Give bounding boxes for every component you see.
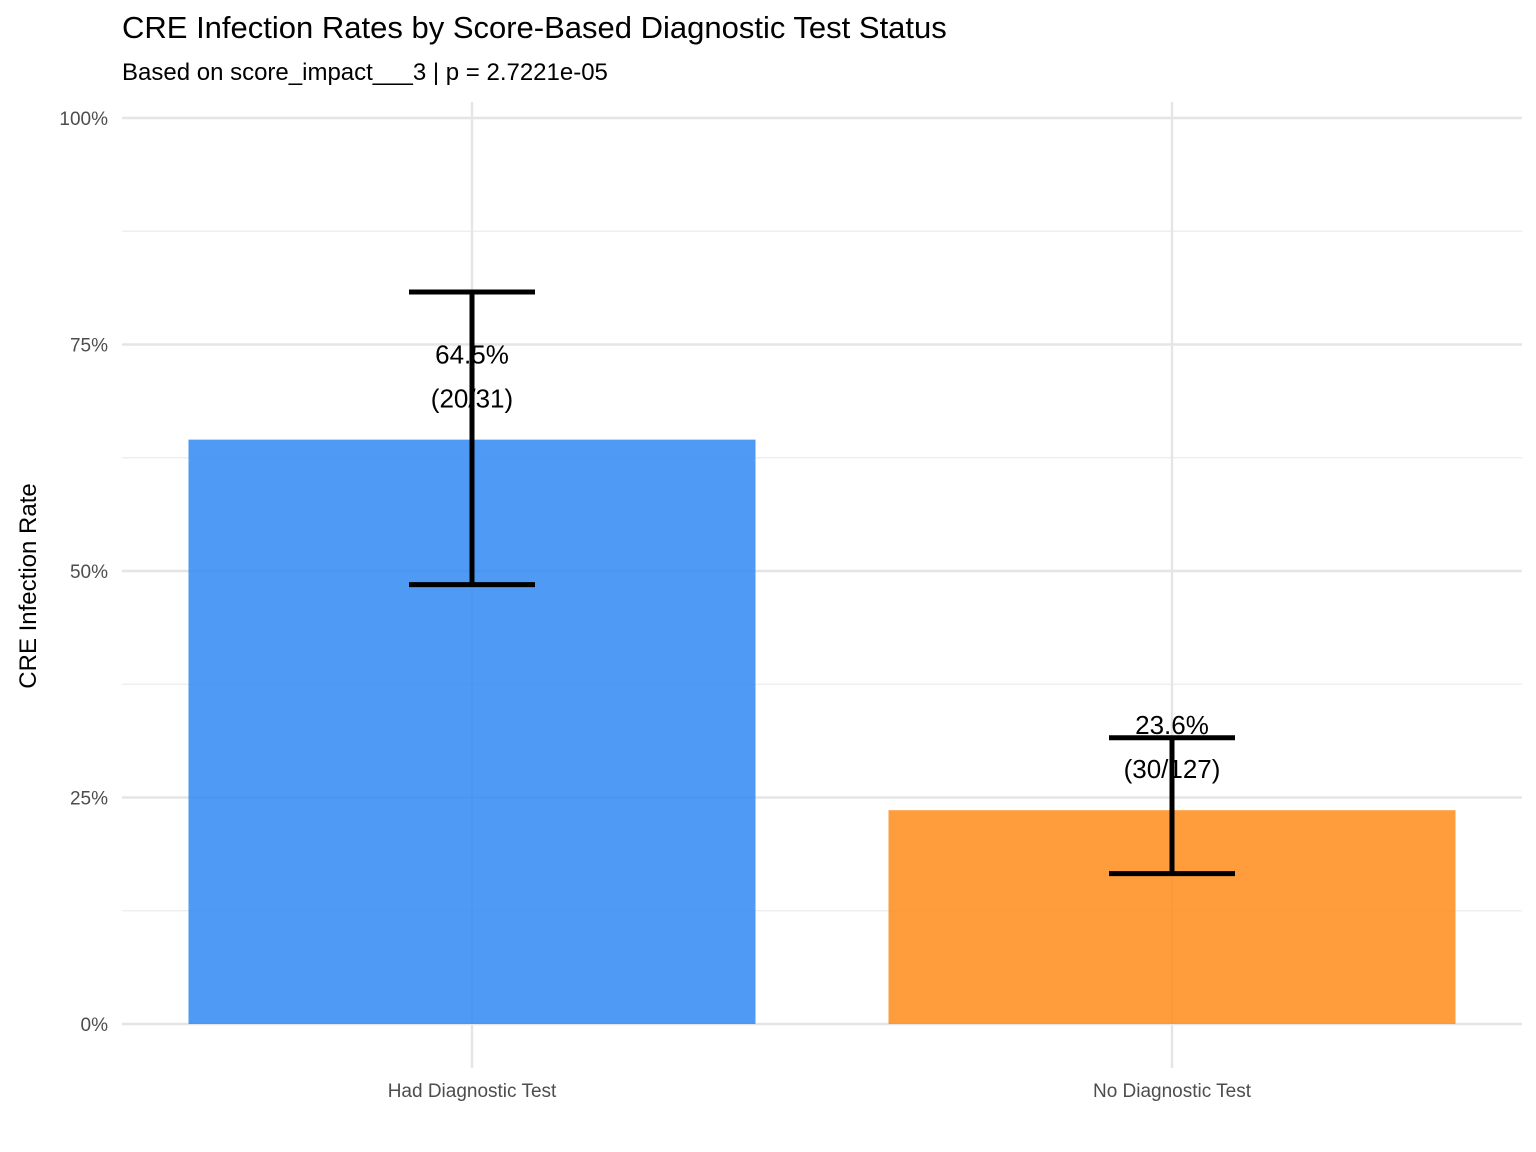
- x-tick-label: No Diagnostic Test: [1093, 1081, 1252, 1102]
- y-tick-label: 75%: [70, 336, 108, 357]
- y-tick-label: 25%: [70, 789, 108, 810]
- data-label-count: (30/127): [1124, 754, 1221, 784]
- data-labels: 64.5% (20/31) 23.6% (30/127): [431, 340, 1221, 785]
- data-label-percent: 64.5%: [435, 340, 509, 370]
- bars: [188, 439, 1456, 1024]
- chart-subtitle: Based on score_impact___3 | p = 2.7221e-…: [122, 59, 608, 86]
- data-label-count: (20/31): [431, 384, 513, 414]
- data-label-percent: 23.6%: [1135, 710, 1209, 740]
- y-tick-label: 100%: [59, 109, 108, 130]
- error-bars: [409, 289, 1235, 877]
- chart-title: CRE Infection Rates by Score-Based Diagn…: [122, 10, 947, 45]
- y-axis-title: CRE Infection Rate: [15, 483, 42, 688]
- axes: 0% 25% 50% 75% 100% Had Diagnostic Test No Dia…: [59, 109, 1251, 1102]
- y-tick-label: 50%: [70, 562, 108, 583]
- x-tick-label: Had Diagnostic Test: [388, 1081, 557, 1102]
- y-tick-label: 0%: [81, 1015, 109, 1036]
